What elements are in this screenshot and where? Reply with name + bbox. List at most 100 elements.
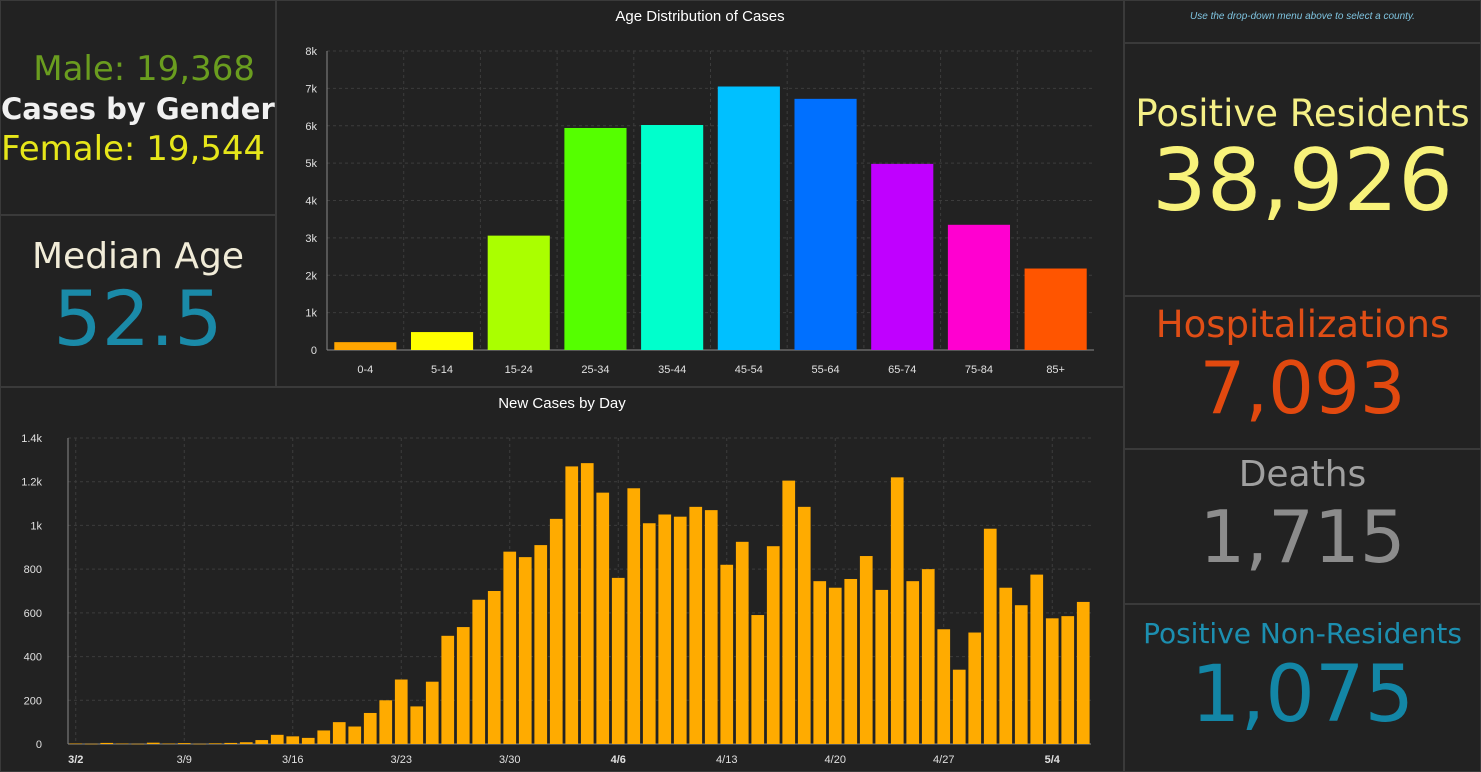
daily-y-tick-label: 1.4k [21,433,42,445]
daily-bar [177,743,191,744]
daily-bar [503,551,517,744]
daily-x-tick-label: 3/16 [282,754,303,766]
daily-bar [1014,605,1028,744]
daily-bar [813,581,827,744]
daily-bar [146,742,160,744]
daily-x-tick-label: 4/13 [716,754,737,766]
daily-bar [162,743,176,745]
new-cases-panel: New Cases by Day 0 200 400 600 800 1k 1.2k 1.4k… [0,387,1124,772]
age-bar [564,127,627,351]
daily-bar [859,556,873,744]
daily-bar [224,742,238,744]
daily-x-tick-label: 3/30 [499,754,520,766]
age-x-tick-label: 5-14 [431,364,453,376]
daily-bar [193,743,207,745]
hospitalizations-panel: Hospitalizations 7,093 [1124,296,1481,449]
age-y-tick-label: 8k [305,46,317,58]
daily-bar [286,736,300,744]
age-y-tick-label: 2k [305,270,317,282]
daily-x-tick-label: 3/23 [391,754,412,766]
daily-bar [379,700,393,744]
daily-bar [906,581,920,744]
daily-bar [735,541,749,744]
daily-bar [1030,574,1044,744]
age-y-tick-label: 4k [305,196,317,208]
daily-bar [658,514,672,744]
age-x-tick-label: 0-4 [357,364,373,376]
daily-bar [844,578,858,744]
daily-bar [565,466,579,744]
age-x-tick-label: 45-54 [735,364,763,376]
daily-bar [937,629,951,744]
new-cases-chart: 0 200 400 600 800 1k 1.2k 1.4k 3/2 3/9 3/16 3/23 3/3… [21,433,1091,766]
daily-x-tick-label: 5/4 [1045,754,1061,766]
daily-bar [1061,616,1075,744]
daily-bar [952,669,966,744]
age-chart-title: Age Distribution of Cases [615,8,785,25]
daily-x-tick-label: 4/27 [933,754,954,766]
deaths-value: 1,715 [1199,495,1406,579]
daily-bar [704,510,718,744]
age-x-tick-label: 25-34 [581,364,609,376]
daily-bar [255,740,269,744]
age-bar [641,125,704,350]
daily-bar [332,722,346,744]
positive-residents-value: 38,926 [1152,131,1453,231]
daily-bar [472,599,486,744]
age-bar [717,86,780,350]
daily-bar [208,743,222,744]
daily-y-tick-label: 600 [24,608,42,620]
daily-bar [921,569,935,744]
daily-bar [348,726,362,744]
age-y-tick-label: 1k [305,308,317,320]
age-y-tick-label: 3k [305,233,317,245]
daily-y-tick-label: 0 [36,739,42,751]
age-y-tick-label: 6k [305,121,317,133]
daily-bar [84,743,98,745]
daily-bar [983,528,997,744]
positive-non-residents-label: Positive Non-Residents [1143,617,1462,650]
daily-bar [751,615,765,744]
positive-residents-panel: Positive Residents 38,926 [1124,43,1481,296]
daily-bar [580,463,594,744]
gender-title: Cases by Gender [1,92,275,126]
deaths-panel: Deaths 1,715 [1124,449,1481,604]
age-x-tick-label: 85+ [1046,364,1065,376]
daily-x-tick-label: 4/20 [825,754,846,766]
deaths-label: Deaths [1238,454,1367,495]
county-note-panel: Use the drop-down menu above to select a… [1124,0,1481,43]
daily-x-tick-label: 3/2 [68,754,83,766]
female-count: Female: 19,544 [1,129,266,169]
age-x-tick-label: 65-74 [888,364,916,376]
daily-bar [673,516,687,744]
daily-bar [456,627,470,744]
age-bar [947,224,1011,350]
positive-non-residents-value: 1,075 [1190,650,1415,740]
age-bar [871,163,934,350]
age-y-tick-label: 7k [305,83,317,95]
daily-bar [1076,601,1090,744]
daily-bar [797,506,811,744]
daily-bar [425,681,439,744]
daily-bar [689,506,703,744]
daily-bar [131,743,145,745]
age-x-tick-label: 55-64 [811,364,839,376]
daily-bar [999,587,1013,744]
daily-x-tick-label: 4/6 [611,754,626,766]
age-distribution-chart: 0 1k 2k 3k 4k 5k 6k 7k 8k 0-4 5-14 15-24 25-34 35-44 4… [305,46,1094,376]
median-age-panel: Median Age 52.5 [0,215,276,387]
daily-bar [642,523,656,744]
daily-bar [115,743,129,745]
daily-bar [394,679,408,744]
daily-y-tick-label: 400 [24,652,42,664]
daily-bar [239,742,253,744]
daily-bar [890,477,904,744]
daily-bar [363,712,377,744]
daily-bar [627,488,641,744]
age-x-tick-label: 15-24 [505,364,533,376]
daily-bar [270,734,284,744]
male-count: Male: 19,368 [33,49,255,89]
median-age-label: Median Age [31,236,244,277]
age-bar [334,342,397,350]
county-select-note: Use the drop-down menu above to select a… [1190,11,1415,22]
